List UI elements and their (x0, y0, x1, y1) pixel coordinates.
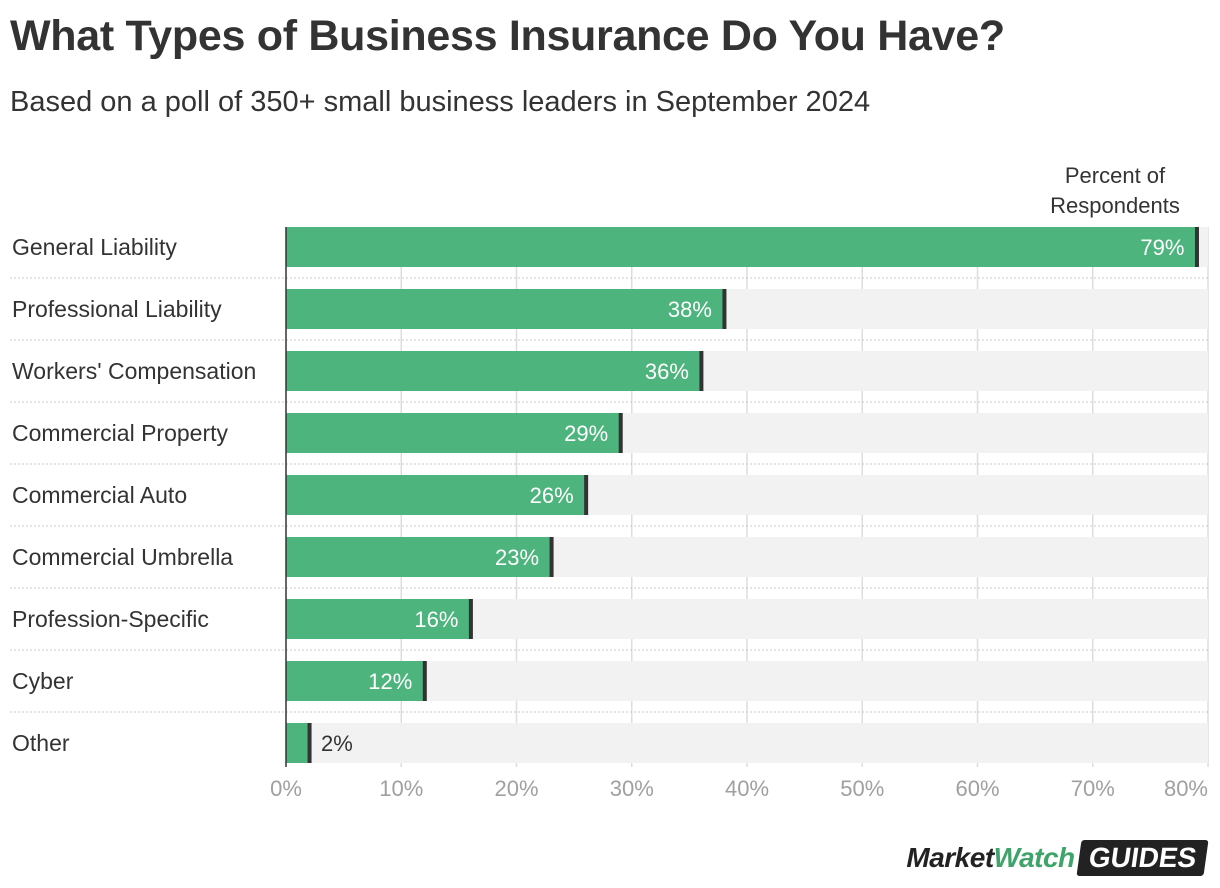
bar (286, 413, 621, 453)
bar-chart: General Liability 79% Professional Liabili… (10, 163, 1209, 801)
category-label: General Liability (12, 234, 177, 260)
logo-guides-badge: GUIDES (1076, 840, 1209, 876)
bar (286, 475, 586, 515)
category-label: Commercial Umbrella (12, 544, 233, 570)
bar (286, 537, 552, 577)
value-header-line-2: Respondents (1050, 193, 1180, 218)
x-tick-label: 70% (1071, 776, 1115, 801)
bar-end-marker (584, 475, 589, 515)
value-header-line-1: Percent of (1065, 163, 1166, 188)
bar-end-marker (549, 537, 554, 577)
bar-track (286, 661, 1208, 701)
logo-market-text: Market (906, 842, 994, 873)
bar (286, 289, 724, 329)
data-label: 38% (668, 297, 712, 322)
x-axis: 0% 10% 20% 30% 40% 50% 60% 70% 80% (270, 227, 1208, 801)
bar (286, 351, 701, 391)
bar-end-marker (618, 413, 623, 453)
data-label: 79% (1140, 235, 1184, 260)
data-label: 29% (564, 421, 608, 446)
data-label: 12% (368, 669, 412, 694)
bar-end-marker (699, 351, 704, 391)
data-label: 26% (530, 483, 574, 508)
data-label: 2% (321, 731, 353, 756)
x-tick-label: 80% (1164, 776, 1208, 801)
x-tick-label: 10% (379, 776, 423, 801)
x-tick-label: 20% (494, 776, 538, 801)
bar-end-marker (307, 723, 312, 763)
category-label: Workers' Compensation (12, 358, 256, 384)
chart-subtitle: Based on a poll of 350+ small business l… (10, 86, 871, 118)
marketwatch-guides-logo: Market Watch GUIDES (906, 840, 1209, 876)
logo-watch-text: Watch (993, 842, 1076, 873)
category-label: Cyber (12, 668, 74, 694)
x-tick-label: 50% (840, 776, 884, 801)
bar (286, 661, 425, 701)
category-label: Other (12, 730, 70, 756)
bar (286, 599, 471, 639)
data-label: 16% (414, 607, 458, 632)
category-label: Commercial Auto (12, 482, 187, 508)
data-label: 23% (495, 545, 539, 570)
x-tick-label: 60% (955, 776, 999, 801)
x-tick-label: 30% (610, 776, 654, 801)
category-label: Commercial Property (12, 420, 228, 446)
bar-end-marker (722, 289, 727, 329)
bar-end-marker (1194, 227, 1199, 267)
value-header: Percent of Respondents (1050, 163, 1180, 218)
chart-title: What Types of Business Insurance Do You … (10, 12, 1005, 60)
x-tick-label: 40% (725, 776, 769, 801)
bar (286, 723, 310, 763)
data-label: 36% (645, 359, 689, 384)
category-label: Professional Liability (12, 296, 222, 322)
bar-end-marker (422, 661, 427, 701)
bar-end-marker (468, 599, 473, 639)
category-label: Profession-Specific (12, 606, 209, 632)
bar-rows: General Liability 79% Professional Liabili… (10, 227, 1208, 763)
bar (286, 227, 1197, 267)
bar-track (286, 723, 1208, 763)
x-tick-label: 0% (270, 776, 302, 801)
